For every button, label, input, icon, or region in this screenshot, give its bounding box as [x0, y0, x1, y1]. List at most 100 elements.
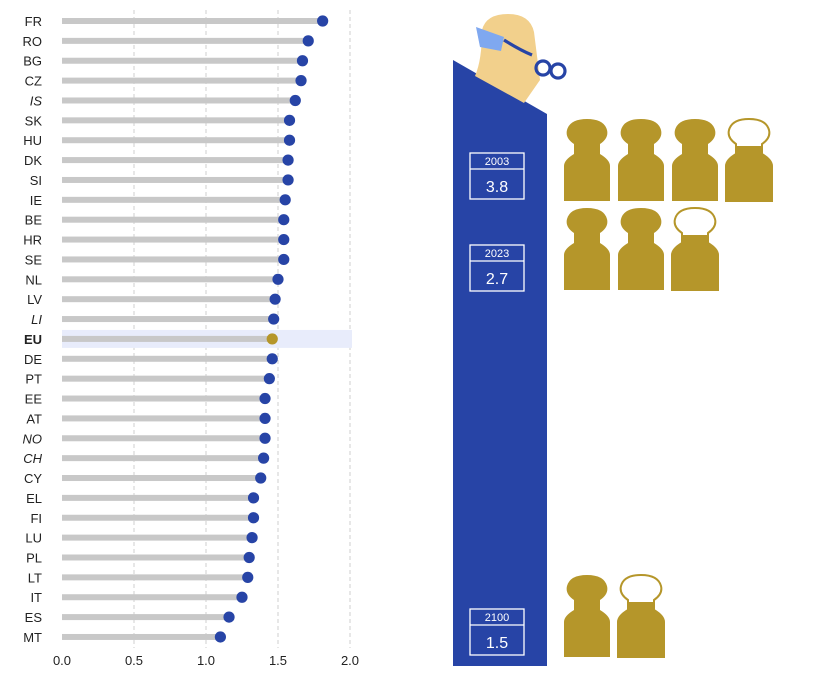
box-frame [469, 244, 525, 292]
bar [62, 276, 278, 283]
category-label: CH [23, 451, 42, 466]
category-label: EE [25, 392, 43, 407]
category-label: IT [30, 590, 42, 605]
figure-silhouette [564, 208, 610, 290]
category-label: CY [24, 471, 42, 486]
category-label: FI [30, 511, 42, 526]
data-point [282, 174, 294, 186]
data-point [289, 94, 301, 107]
bar [62, 554, 250, 561]
child-figure-layer [564, 117, 773, 658]
bar [62, 176, 289, 183]
x-tick-label: 0.5 [125, 653, 143, 668]
dot-chart: FR RO BG CZ IS SK HU DK SI IE BE HR SE NL LV LI EU DE PT EE… [23, 10, 359, 668]
child-figure-icon [618, 208, 664, 290]
category-label: SK [25, 113, 43, 128]
data-point [242, 571, 254, 583]
box-frame [469, 152, 525, 200]
bar [62, 574, 248, 581]
bar [62, 37, 309, 44]
data-point [279, 194, 291, 206]
category-label: LU [25, 531, 42, 546]
category-label: AT [26, 411, 42, 426]
data-point [223, 611, 235, 623]
bar [62, 355, 273, 362]
category-label: PT [25, 372, 42, 387]
category-label: ES [25, 610, 43, 625]
elderly-person-body-bar [453, 60, 547, 666]
category-label: FR [25, 14, 42, 29]
child-figure-icon [564, 119, 610, 201]
category-label: BG [23, 54, 42, 69]
figure-silhouette [672, 119, 718, 201]
bar-layer [62, 18, 323, 640]
figure-silhouette [618, 119, 664, 201]
bar [62, 316, 274, 323]
box-frame [469, 608, 525, 656]
bar [62, 77, 302, 84]
data-point [247, 512, 260, 524]
child-figure-icon [564, 208, 610, 290]
data-point [302, 35, 314, 47]
bar [62, 514, 254, 521]
highlight-dot [266, 333, 278, 345]
bar [62, 256, 284, 263]
data-point [268, 313, 280, 325]
bar [62, 157, 289, 164]
bar [62, 335, 273, 342]
data-point [317, 15, 329, 27]
category-label: LI [31, 312, 42, 327]
data-point [266, 353, 278, 365]
data-point [295, 75, 307, 87]
category-label: DE [24, 352, 42, 367]
data-point [283, 114, 296, 126]
data-point [296, 55, 309, 67]
child-figure-icon [618, 119, 664, 201]
bar [62, 395, 266, 402]
bar [62, 475, 261, 482]
data-point [243, 551, 255, 564]
data-point [255, 472, 267, 484]
bar [62, 296, 276, 303]
box-value: 2.7 [486, 271, 508, 288]
year-box: 2023 2.7 [469, 244, 525, 292]
partial-child-figure-icon [617, 573, 665, 658]
dot-layer [214, 15, 329, 643]
bar [62, 57, 303, 64]
fertility-infographic: 2003 3.8 2023 2.7 2100 1.5 [453, 14, 773, 666]
bar [62, 594, 242, 601]
box-year: 2003 [485, 156, 509, 168]
category-label: IS [30, 93, 43, 108]
box-value: 1.5 [486, 635, 508, 652]
x-tick-label: 2.0 [341, 653, 359, 668]
category-label: EU [24, 332, 42, 347]
partial-child-figure-icon [671, 206, 719, 291]
data-point [246, 532, 258, 544]
bar [62, 435, 266, 442]
child-figure-icon [672, 119, 718, 201]
category-label: IE [30, 193, 43, 208]
category-label: MT [23, 630, 42, 645]
data-point [259, 432, 271, 444]
data-point [258, 452, 270, 464]
category-label: DK [24, 153, 42, 168]
bar [62, 117, 290, 124]
data-point [272, 273, 284, 285]
bar [62, 375, 270, 382]
data-point [214, 631, 226, 643]
data-point [283, 134, 296, 146]
category-label: NO [23, 431, 43, 446]
box-value: 3.8 [486, 179, 508, 196]
x-tick-layer: 0.0 0.5 1.0 1.5 2.0 [53, 653, 359, 668]
figure-partial-fill [672, 235, 718, 290]
partial-child-figure-icon [725, 117, 773, 202]
category-label: LV [27, 292, 42, 307]
category-label: RO [23, 34, 43, 49]
year-box: 2100 1.5 [469, 608, 525, 656]
category-label: LT [28, 570, 42, 585]
bar [62, 494, 254, 501]
category-label: PL [26, 550, 42, 565]
data-point [259, 412, 271, 424]
grid-layer [133, 10, 351, 648]
data-point [247, 492, 260, 504]
